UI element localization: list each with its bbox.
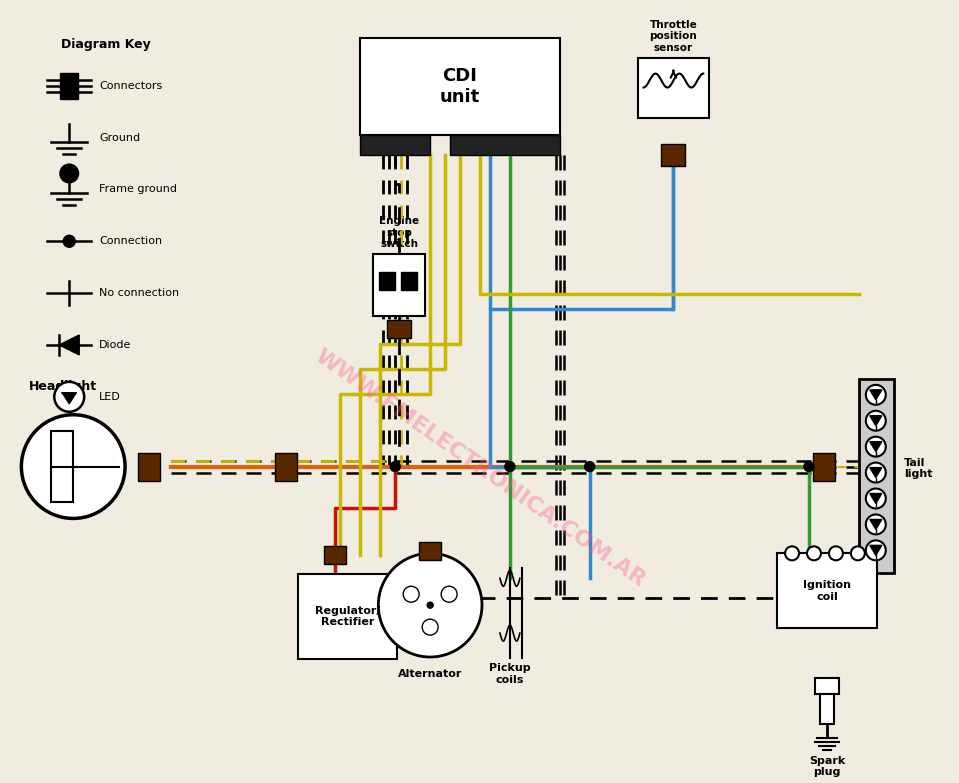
Polygon shape [870, 493, 881, 503]
Bar [380, 272, 395, 290]
Circle shape [866, 437, 886, 456]
Text: Diagram Key: Diagram Key [61, 38, 151, 51]
Circle shape [804, 462, 814, 471]
Bar [638, 58, 710, 117]
Circle shape [866, 540, 886, 561]
Polygon shape [870, 442, 881, 452]
Circle shape [807, 547, 821, 561]
Text: No connection: No connection [99, 288, 179, 298]
Text: Ground: Ground [99, 132, 140, 143]
Bar [60, 73, 79, 99]
Bar [820, 694, 834, 723]
Circle shape [21, 415, 125, 518]
Bar [777, 554, 877, 628]
Bar [450, 135, 560, 154]
Bar [138, 453, 160, 481]
Bar [815, 678, 839, 694]
Circle shape [829, 547, 843, 561]
Bar [859, 379, 894, 573]
Polygon shape [62, 393, 76, 404]
Circle shape [585, 462, 595, 471]
Circle shape [866, 489, 886, 508]
Text: Alternator: Alternator [398, 669, 462, 679]
Circle shape [60, 164, 79, 182]
Text: Headlight: Headlight [29, 380, 97, 393]
Circle shape [390, 462, 400, 471]
Text: Pickup
coils: Pickup coils [489, 663, 530, 684]
Circle shape [441, 586, 457, 602]
Text: Diode: Diode [99, 340, 131, 350]
Polygon shape [870, 467, 881, 478]
Circle shape [63, 236, 75, 247]
Text: Frame ground: Frame ground [99, 185, 177, 194]
Bar [361, 38, 560, 135]
Polygon shape [870, 545, 881, 555]
Polygon shape [870, 519, 881, 529]
Text: WWW.FMELECTRONICA.COM.AR: WWW.FMELECTRONICA.COM.AR [311, 346, 649, 591]
Circle shape [866, 463, 886, 482]
Polygon shape [870, 416, 881, 426]
Bar [274, 453, 296, 481]
Bar [297, 574, 397, 659]
Bar [324, 547, 346, 565]
Text: Regulator/
Rectifier: Regulator/ Rectifier [315, 606, 380, 627]
Circle shape [55, 382, 84, 412]
Bar [401, 272, 417, 290]
Bar [662, 143, 686, 165]
Polygon shape [59, 335, 80, 355]
Polygon shape [870, 390, 881, 400]
Circle shape [866, 384, 886, 405]
Text: Throttle
position
sensor: Throttle position sensor [649, 20, 697, 52]
Circle shape [378, 554, 482, 657]
Text: Connectors: Connectors [99, 81, 162, 91]
Circle shape [785, 547, 799, 561]
Text: CDI
unit: CDI unit [440, 67, 480, 106]
Text: Ignition
coil: Ignition coil [803, 580, 851, 601]
Circle shape [422, 619, 438, 635]
Bar [419, 543, 441, 561]
Text: Tail
light: Tail light [903, 458, 932, 479]
Bar [387, 320, 411, 338]
Text: Spark
plug: Spark plug [808, 756, 845, 778]
Circle shape [403, 586, 419, 602]
Text: LED: LED [99, 392, 121, 402]
Circle shape [866, 514, 886, 534]
Text: Connection: Connection [99, 236, 162, 247]
Circle shape [851, 547, 865, 561]
Bar [373, 254, 425, 316]
Bar [51, 431, 73, 503]
Text: Engine
stop
switch: Engine stop switch [379, 216, 419, 249]
Circle shape [427, 602, 433, 608]
Bar [361, 135, 431, 154]
Circle shape [866, 411, 886, 431]
Bar [813, 453, 835, 481]
Circle shape [505, 462, 515, 471]
